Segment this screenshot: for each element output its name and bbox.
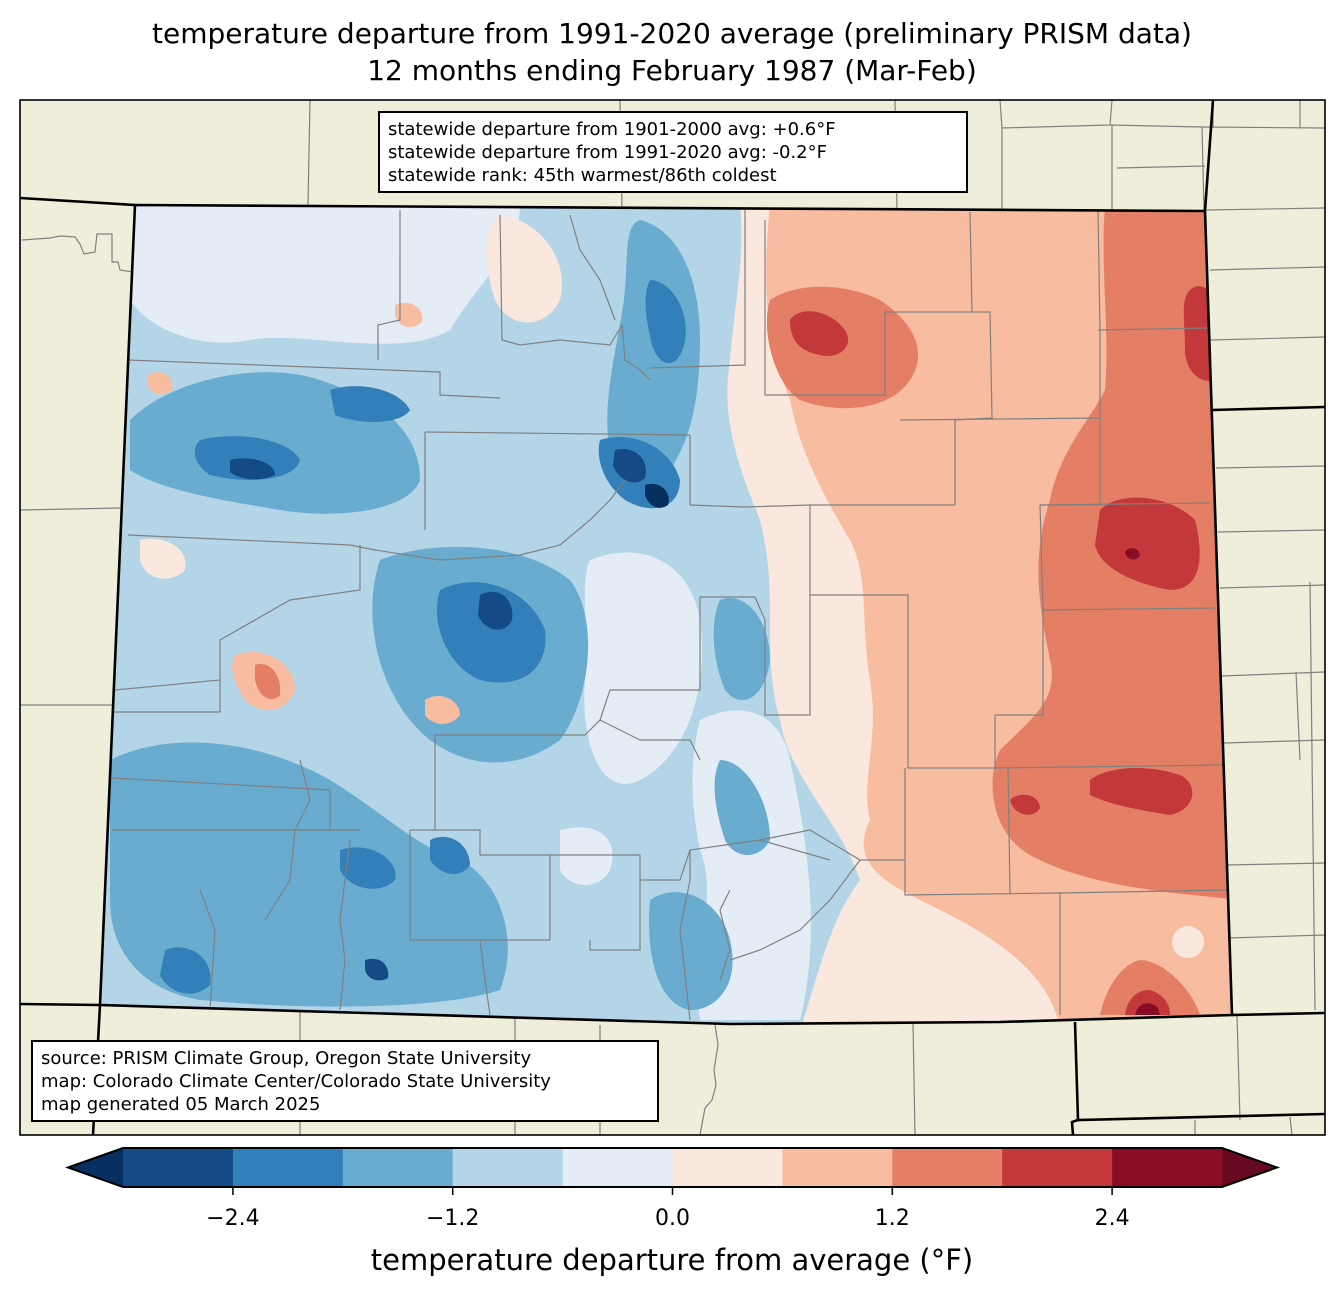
colorbar-under-extend (68, 1148, 123, 1187)
field-darkblue-park (645, 483, 669, 508)
colorbar-cell (232, 1148, 344, 1187)
field-salmon-spot-w3 (425, 695, 460, 725)
map-frame (19, 99, 1326, 1136)
map-title: temperature departure from 1991-2020 ave… (152, 17, 1192, 50)
field-mid-blue-sw (110, 742, 508, 1007)
colorbar-tick-label: −1.2 (425, 1206, 480, 1231)
colorbar-cell (452, 1148, 564, 1187)
colorbar-tick-label: −2.4 (206, 1206, 260, 1231)
map-credit-line: map: Colorado Climate Center/Colorado St… (41, 1071, 551, 1092)
field-mid-blue-south (714, 760, 770, 855)
field-blue-sw (160, 947, 211, 994)
colorbar-cell (562, 1148, 673, 1187)
stats-departure-1901-2000: statewide departure from 1901-2000 avg: … (388, 119, 836, 140)
colorbar (65, 1147, 1280, 1195)
field-red-south (1125, 990, 1170, 1015)
field-blue-center (436, 582, 546, 683)
generated-date-line: map generated 05 March 2025 (41, 1094, 321, 1115)
statewide-stats-box: statewide departure from 1901-2000 avg: … (378, 111, 968, 193)
field-pale-center (584, 552, 702, 784)
stats-rank: statewide rank: 45th warmest/86th coldes… (388, 165, 777, 186)
field-darkblue-center (478, 591, 513, 630)
colorado-state-border (98, 203, 1234, 1026)
field-blue-front (645, 280, 686, 364)
field-red-spot-w2 (255, 664, 281, 700)
source-line: source: PRISM Climate Group, Oregon Stat… (41, 1048, 532, 1069)
colorbar-cell (782, 1148, 893, 1187)
field-mid-blue-sangre (649, 892, 733, 1010)
colorado-county-lines (111, 209, 1229, 1021)
colorbar-label: temperature departure from average (°F) (370, 1243, 974, 1277)
field-red-se (1090, 768, 1193, 815)
field-pale-sc (560, 827, 613, 885)
colorbar-tick-label: 2.4 (1094, 1206, 1130, 1231)
field-darkblue-sw (365, 958, 389, 981)
colorbar-tick-label: 0.0 (655, 1206, 690, 1231)
field-salmon-spot-w4 (395, 302, 423, 328)
field-blue-sc2 (430, 836, 470, 875)
field-red-east (1095, 497, 1200, 590)
colorbar-over-extend (1222, 1148, 1277, 1187)
field-spot-light (1172, 926, 1204, 958)
field-mid-blue-front (607, 220, 700, 488)
field-red-se2 (1010, 794, 1040, 815)
map-subtitle: 12 months ending February 1987 (Mar-Feb) (367, 54, 977, 87)
field-salmon-south (1100, 960, 1200, 1015)
stats-departure-1991-2020: statewide departure from 1991-2020 avg: … (388, 142, 827, 163)
colorbar-cell (123, 1148, 234, 1187)
field-darkred-south (1135, 1003, 1160, 1015)
field-blue-west (194, 436, 300, 480)
field-pale-north (486, 215, 562, 323)
field-darkblue-front (613, 449, 646, 483)
colorbar-cell (1112, 1148, 1223, 1187)
field-red-north (790, 311, 849, 356)
colorbar-cell (672, 1148, 783, 1187)
field-salmon-spot-w5 (148, 372, 173, 395)
field-darkred-east (1125, 548, 1140, 560)
field-pale-nw (130, 205, 520, 344)
temperature-field (100, 205, 1232, 1024)
colorbar-cell (342, 1148, 454, 1187)
source-box: source: PRISM Climate Group, Oregon Stat… (31, 1040, 659, 1122)
colorbar-tick-label: 1.2 (874, 1206, 910, 1231)
field-darkblue-west (230, 458, 275, 480)
field-pale-spot-w1 (140, 538, 186, 579)
field-blue-sc (340, 847, 396, 889)
colorbar-cell (1002, 1148, 1113, 1187)
field-blue-nw (330, 386, 410, 422)
colorbar-outline (65, 1147, 1280, 1188)
field-mid-blue-cluster (713, 598, 770, 700)
colorbar-cell (892, 1148, 1003, 1187)
